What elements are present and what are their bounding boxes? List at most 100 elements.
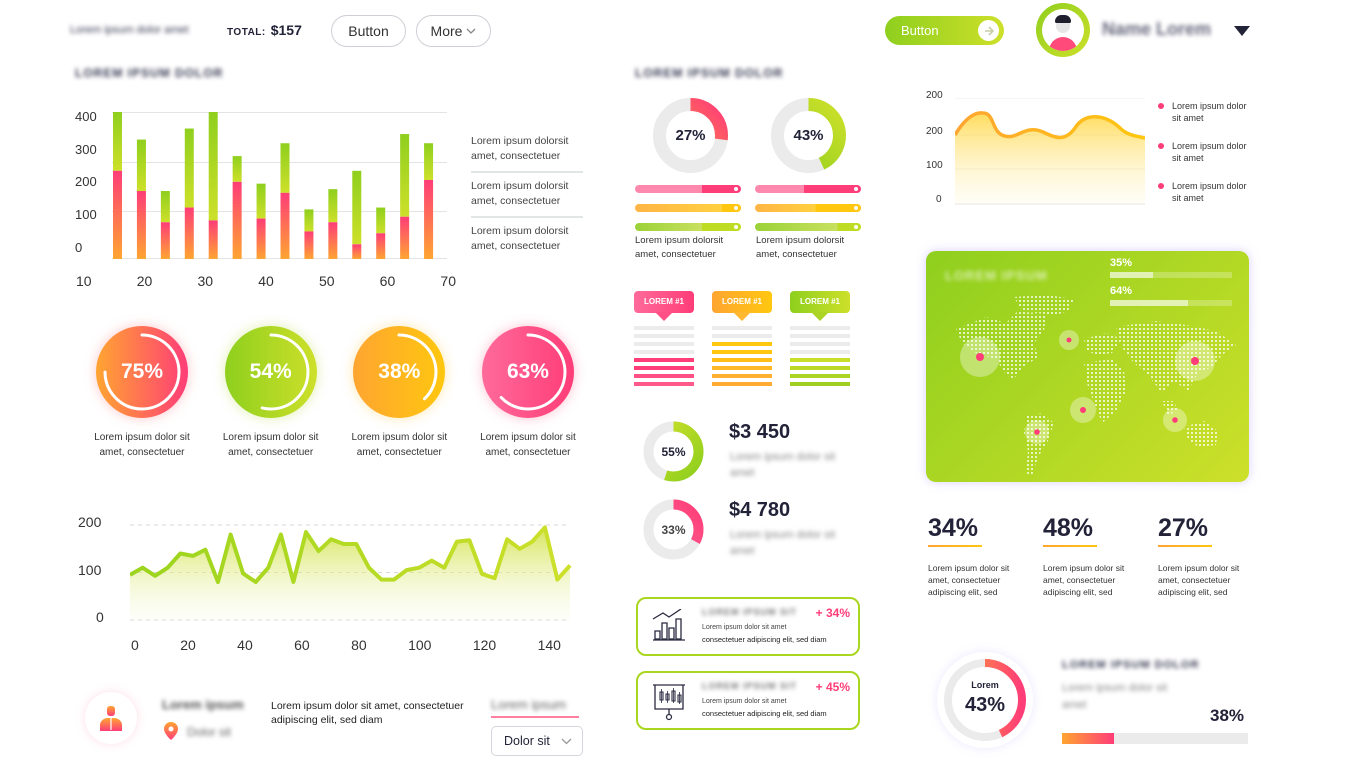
amount-desc: Lorem ipsum dolor sit amet (730, 529, 836, 557)
donut-chart: 27% (652, 97, 729, 174)
map-stat-value: 35% (1110, 257, 1133, 269)
ring-stat: 38% Lorem ipsum dolor sit amet, consecte… (349, 326, 449, 460)
ring-value: 38% (378, 360, 421, 383)
green-area-chart: 200 100 0 0 20 40 60 80 100 120 140 (60, 505, 590, 660)
card-line: Lorem ipsum dolor sit amet (702, 698, 787, 705)
stat-text: Lorem ipsum dolor sit amet, consectetuer… (1158, 563, 1240, 597)
user-avatar[interactable] (1036, 3, 1090, 57)
y-tick: 200 (926, 90, 943, 101)
stat-block: 48% Lorem ipsum dolor sit amet, consecte… (1043, 514, 1143, 598)
donut-value: 43% (793, 127, 824, 144)
bar-series (113, 112, 434, 259)
header-subtitle: Lorem ipsum dolor amet (70, 24, 189, 36)
user-name: Name Lorem (1102, 19, 1212, 39)
donut-chart: 33% (643, 499, 704, 560)
legend-item: Lorem ipsum dolorsit amet, consectetuer (471, 225, 569, 252)
stat-value: 34% (928, 514, 979, 542)
legend-item: Lorem ipsum dolor sit amet (1158, 180, 1258, 204)
ring-value: 54% (249, 360, 292, 383)
ring-value: 63% (506, 360, 549, 383)
user-menu-caret-icon[interactable] (1234, 26, 1250, 36)
slider-group (635, 185, 741, 242)
card-title: LOREM IPSUM SIT (702, 681, 798, 691)
cta-button[interactable]: Button (885, 16, 1004, 45)
trend-card[interactable]: LOREM IPSUM SIT + 45% Lorem ipsum dolor … (636, 671, 860, 730)
progress-slider[interactable] (755, 223, 861, 231)
ring-stat: 54% Lorem ipsum dolor sit amet, consecte… (221, 326, 321, 460)
map-marker (1066, 337, 1072, 343)
yellow-area-chart: 200 200 100 0 (915, 80, 1155, 215)
total-value: $157 (270, 22, 302, 38)
profile-link[interactable]: Lorem ipsum (491, 696, 579, 718)
y-tick: 0 (96, 609, 104, 625)
businessman-icon (100, 706, 122, 731)
ring-label: Lorem ipsum dolor sit amet, consectetuer (94, 432, 190, 458)
progress-slider[interactable] (755, 185, 861, 193)
more-dropdown[interactable]: More (416, 15, 491, 47)
map-marker (1080, 407, 1086, 413)
stats-row: 34% Lorem ipsum dolor sit amet, consecte… (928, 514, 1258, 598)
stat-block: 34% Lorem ipsum dolor sit amet, consecte… (928, 514, 1028, 598)
header-button-label: Button (348, 23, 389, 39)
map-marker (1034, 429, 1040, 435)
progress-slider[interactable] (635, 223, 741, 231)
location-pin-icon (164, 722, 178, 740)
trend-card[interactable]: LOREM IPSUM SIT + 34% Lorem ipsum dolor … (636, 597, 860, 656)
select-value: Dolor sit (504, 734, 550, 748)
ring-value: 75% (120, 360, 164, 383)
tag-column-green: LOREM #1 (790, 291, 850, 386)
dolor-select[interactable]: Dolor sit (491, 726, 583, 756)
ring-stat-row: 75% Lorem ipsum dolor sit amet, consecte… (80, 326, 590, 460)
progress-slider[interactable] (635, 204, 741, 212)
area-series (955, 98, 1145, 205)
amount-desc: Lorem ipsum dolor sit amet (730, 451, 836, 479)
bar-chart-legend: Lorem ipsum dolorsit amet, consectetuer … (471, 134, 583, 254)
ring-caption: Lorem (971, 680, 999, 690)
progress-bar (1062, 733, 1248, 744)
tag-column-yellow: LOREM #1 (712, 291, 772, 386)
summary-ring: Lorem 43% (937, 652, 1033, 748)
y-tick: 100 (75, 207, 97, 222)
bar-chart-trend-icon (652, 609, 685, 641)
y-tick: 400 (75, 109, 97, 124)
map-title: LOREM IPSUM (945, 268, 1048, 283)
card-line: Lorem ipsum dolor sit amet (702, 624, 787, 631)
slider-group (755, 185, 861, 242)
stat-value: 48% (1043, 514, 1094, 542)
y-tick: 200 (926, 126, 943, 137)
progress-slider[interactable] (755, 204, 861, 212)
ring-stat: 63% Lorem ipsum dolor sit amet, consecte… (478, 326, 578, 460)
ring-label: Lorem ipsum dolor sit amet, consectetuer (351, 432, 448, 458)
progress-ring: 54% (224, 326, 317, 418)
cta-label: Button (901, 23, 939, 38)
donut-chart: 55% (643, 421, 704, 482)
profile-description: Lorem ipsum dolor sit amet, consectetuer… (271, 700, 464, 726)
x-axis-ticks: 0 20 40 60 80 100 120 140 (131, 637, 561, 653)
chevron-down-icon (561, 738, 572, 744)
stat-block: 27% Lorem ipsum dolor sit amet, consecte… (1158, 514, 1258, 598)
legend-item: Lorem ipsum dolor sit amet (1158, 100, 1258, 124)
bottom-right-desc: Lorem ipsum dolor sit amet (1062, 682, 1168, 711)
y-tick: 200 (78, 514, 102, 530)
stat-text: Lorem ipsum dolor sit amet, consectetuer… (928, 563, 1010, 597)
progress-ring: 38% (353, 326, 446, 418)
map-stat-bar (1110, 300, 1232, 306)
header-button[interactable]: Button (331, 15, 406, 47)
map-marker (1172, 417, 1178, 423)
total-display: TOTAL: $157 (227, 22, 302, 38)
more-label: More (430, 23, 463, 39)
amount-value: $3 450 (729, 421, 791, 443)
chevron-down-icon (466, 28, 476, 34)
tag-column-pink: LOREM #1 (634, 291, 694, 386)
legend-item: Lorem ipsum dolorsit amet, consectetuer (471, 134, 583, 173)
card-delta: + 34% (815, 606, 850, 620)
dotted-world-map (956, 295, 1236, 476)
donut-caption: Lorem ipsum dolorsit amet, consectetuer (756, 235, 845, 260)
donut-value: 27% (675, 127, 706, 144)
y-tick: 0 (936, 194, 942, 205)
progress-ring: 75% (96, 326, 188, 418)
stat-text: Lorem ipsum dolor sit amet, consectetuer… (1043, 563, 1125, 597)
progress-slider[interactable] (635, 185, 741, 193)
progress-ring: 63% (481, 326, 574, 418)
area-series (130, 524, 572, 621)
